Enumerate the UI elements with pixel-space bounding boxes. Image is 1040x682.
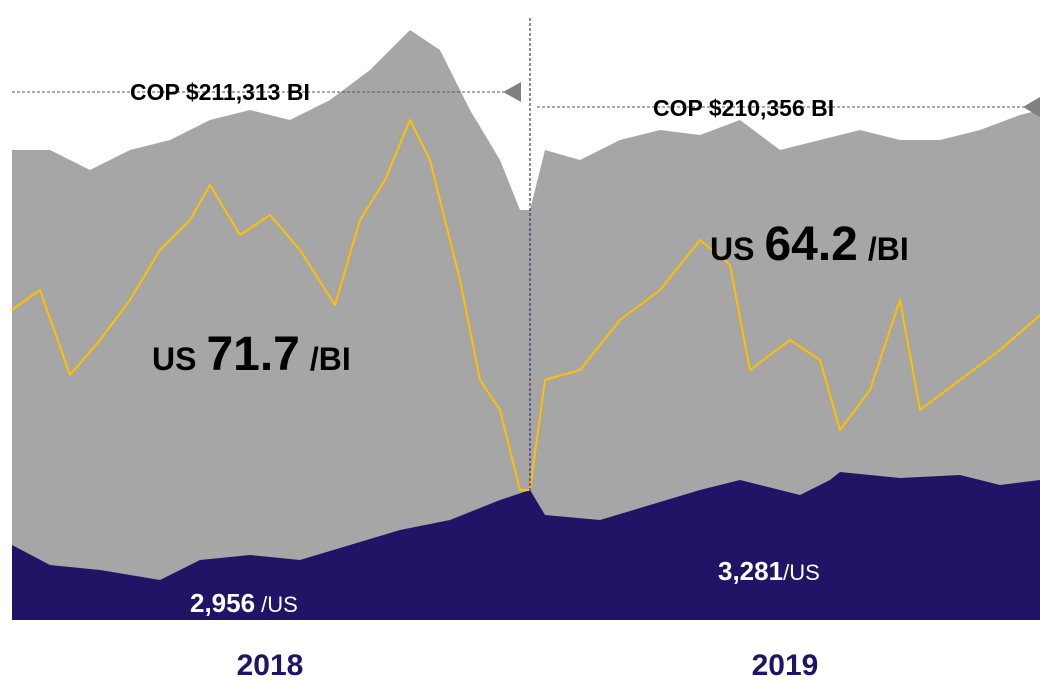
number: 71.7	[206, 328, 299, 381]
marker	[1023, 97, 1040, 117]
number: 64.2	[764, 218, 857, 271]
unit: /BI	[868, 231, 909, 267]
number: 2,956	[190, 588, 255, 618]
x-tick-label: 2019	[752, 649, 819, 682]
prefix: US	[152, 341, 196, 377]
area	[12, 30, 1040, 620]
line	[11, 119, 1040, 491]
x-tick-label: 2018	[237, 649, 304, 682]
unit: /BI	[310, 341, 351, 377]
annotation: 3,281/US	[718, 556, 820, 586]
annotation: US 71.7/BI	[152, 328, 351, 381]
annotation: US 64.2/BI	[710, 218, 909, 271]
marker	[503, 82, 521, 102]
number: 3,281	[718, 556, 783, 586]
prefix: US	[710, 231, 754, 267]
plot	[11, 30, 1040, 620]
annotation: 2,956/US	[190, 588, 298, 618]
unit: /US	[783, 560, 820, 585]
annotation: COP $210,356 BI	[653, 95, 834, 121]
unit: /US	[261, 592, 298, 617]
annotation: COP $211,313 BI	[130, 79, 310, 105]
area	[12, 472, 1040, 620]
